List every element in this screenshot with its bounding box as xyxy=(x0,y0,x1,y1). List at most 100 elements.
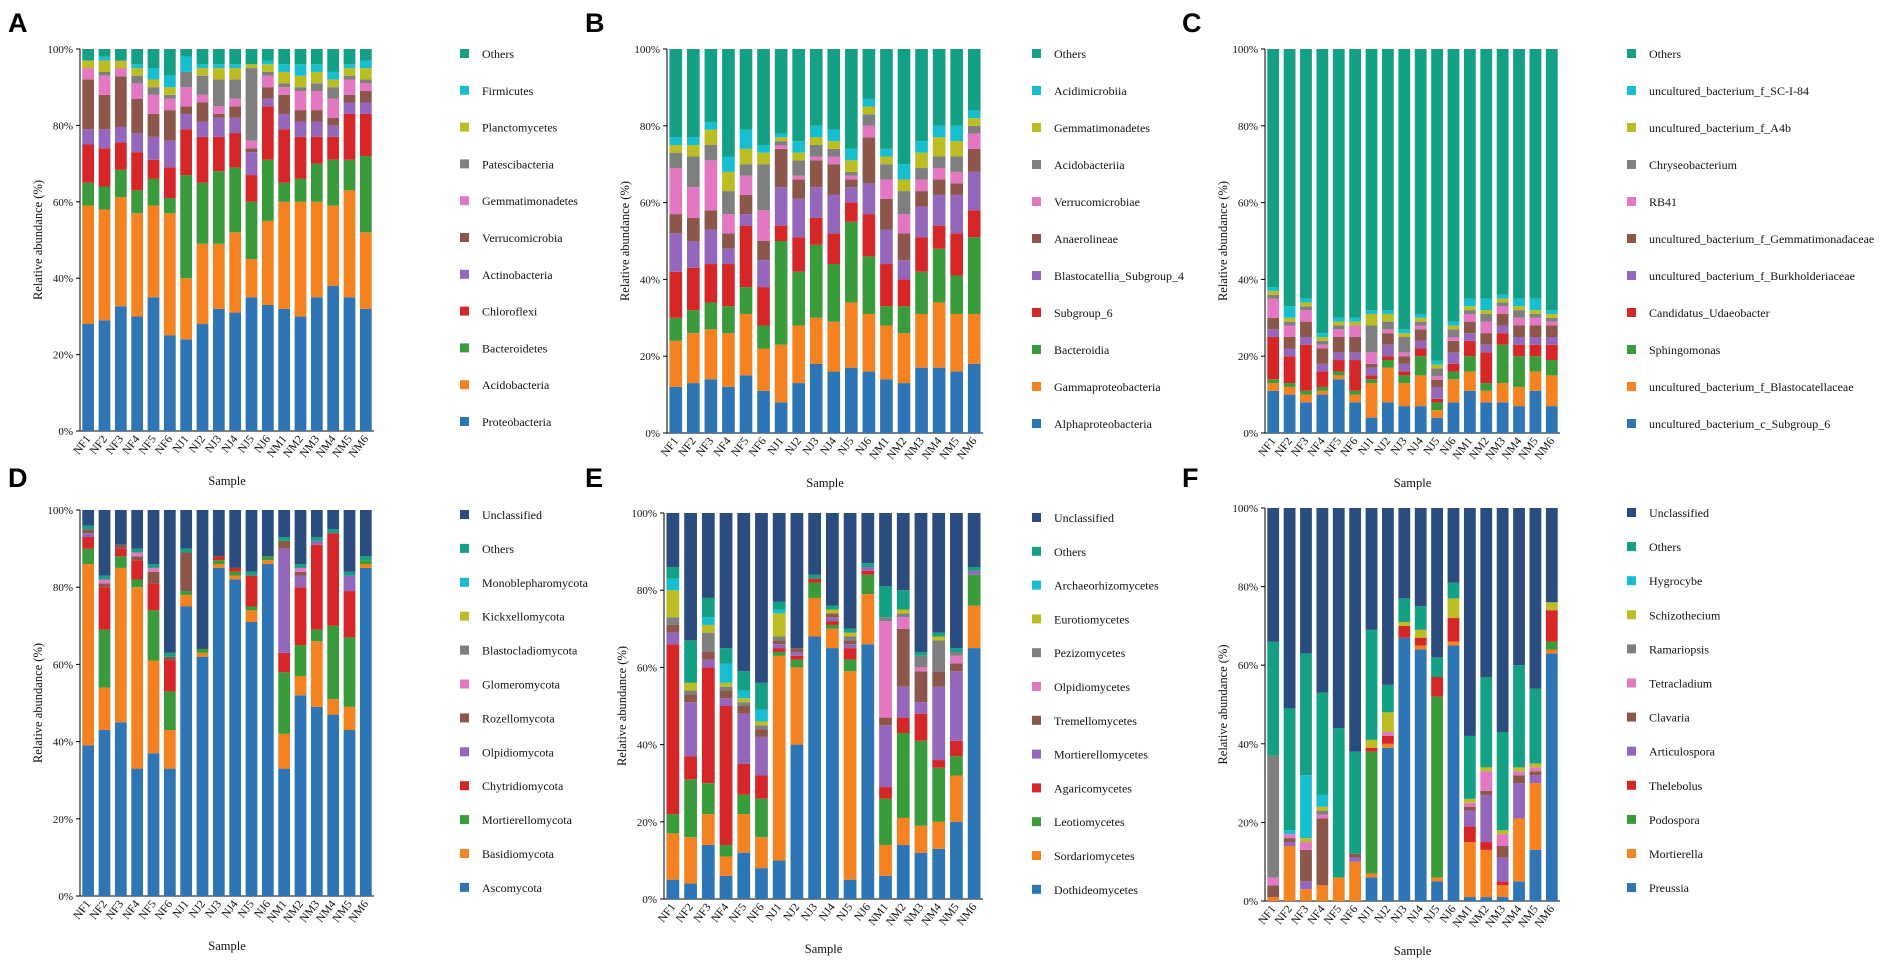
bar-segment xyxy=(1529,390,1542,433)
y-tick-label: 80% xyxy=(640,121,660,133)
bar-segment xyxy=(98,587,111,630)
bar-segment xyxy=(861,563,875,568)
bar-segment xyxy=(131,49,144,65)
bar-segment xyxy=(1300,881,1312,890)
bar-segment xyxy=(1414,317,1427,322)
bar-segment xyxy=(147,205,160,298)
bar-segment xyxy=(1365,629,1378,740)
bar-segment xyxy=(914,651,928,656)
legend-swatch xyxy=(1627,271,1636,280)
bar-segment xyxy=(1447,363,1460,372)
legend-entry: Hygrocybe xyxy=(1649,574,1702,588)
bar-segment xyxy=(163,140,176,168)
y-tick-label: 0% xyxy=(58,426,73,438)
bar-segment xyxy=(1316,337,1329,341)
bar-segment xyxy=(967,148,981,172)
bar-segment xyxy=(1431,402,1443,411)
bar-segment xyxy=(278,182,291,202)
bar-segment xyxy=(131,556,144,561)
bar-segment xyxy=(880,198,893,230)
y-axis-title: Relative abundance (%) xyxy=(1216,644,1230,764)
bar-segment xyxy=(825,513,839,606)
bar-segment xyxy=(737,763,751,795)
bar-segment xyxy=(719,682,733,687)
bar-segment xyxy=(1316,49,1329,334)
bar-segment xyxy=(1431,508,1443,658)
bar-segment xyxy=(790,655,804,660)
bar-segment xyxy=(114,126,127,143)
bar-segment xyxy=(1431,387,1443,399)
bar-segment xyxy=(82,129,95,145)
bar-segment xyxy=(147,136,160,160)
legend-entry: Rozellomycota xyxy=(482,711,555,725)
bar-segment xyxy=(1414,406,1427,433)
bar-segment xyxy=(739,375,753,433)
bar-segment xyxy=(950,313,963,372)
bar-segment xyxy=(163,691,176,731)
bar-segment xyxy=(950,655,963,664)
bar-segment xyxy=(1382,747,1394,901)
bar-segment xyxy=(1545,317,1558,322)
bar-segment xyxy=(180,71,193,88)
bar-segment xyxy=(704,160,718,211)
bar-segment xyxy=(879,617,892,622)
bar-segment xyxy=(843,513,857,629)
bar-segment xyxy=(1529,310,1542,314)
legend-swatch xyxy=(1032,817,1041,827)
bar-segment xyxy=(261,60,274,65)
bar-segment xyxy=(1480,508,1493,677)
bar-segment xyxy=(704,302,718,330)
bar-segment xyxy=(1431,49,1443,361)
bar-segment xyxy=(896,628,910,687)
bar-segment xyxy=(278,113,291,130)
bar-segment xyxy=(757,210,770,241)
bar-segment xyxy=(131,510,144,549)
bar-segment xyxy=(1447,329,1460,337)
bar-segment xyxy=(1480,771,1493,791)
bar-segment xyxy=(1316,348,1329,364)
bar-segment xyxy=(897,279,911,307)
bar-segment xyxy=(180,552,193,592)
bar-segment xyxy=(1545,49,1558,311)
bar-segment xyxy=(114,556,127,568)
bar-segment xyxy=(1349,402,1362,433)
legend-swatch xyxy=(1627,678,1636,688)
x-tick-label: NJ1 xyxy=(766,435,787,457)
bar-segment xyxy=(131,579,144,588)
bar-segment xyxy=(669,317,683,341)
bar-segment xyxy=(278,510,291,538)
bar-segment xyxy=(1463,508,1476,736)
bar-segment xyxy=(147,567,160,572)
bar-segment xyxy=(163,87,176,95)
bar-segment xyxy=(790,659,804,668)
bar-segment xyxy=(1283,337,1296,349)
bar-segment xyxy=(1316,386,1329,391)
bar-segment xyxy=(755,775,768,799)
chart-panel-e: E 0% 20% 40% 60% 80% 100% Relative abundance (%… xyxy=(585,463,1159,956)
bar-segment xyxy=(1431,360,1443,365)
x-tick-label: NJ4 xyxy=(220,898,241,920)
legend-entry: Thelebolus xyxy=(1649,779,1703,793)
bar-segment xyxy=(809,217,823,245)
x-axis-title: Sample xyxy=(806,476,844,490)
y-tick-label: 20% xyxy=(637,817,657,829)
legend-entry: uncultured_bacterium_f_A4b xyxy=(1649,121,1791,135)
bar-segment xyxy=(879,875,892,899)
panel-label: E xyxy=(585,463,603,493)
bar-segment xyxy=(896,844,910,899)
bar-segment xyxy=(879,725,892,788)
bar-segment xyxy=(932,640,946,672)
bar-segment xyxy=(1463,806,1476,811)
y-tick-label: 20% xyxy=(53,350,73,362)
bar-segment xyxy=(1431,375,1443,380)
legend-swatch xyxy=(1627,542,1636,552)
bar-segment xyxy=(245,68,258,141)
bar-segment xyxy=(310,49,323,65)
x-tick-label: NM6 xyxy=(347,898,372,925)
bar-segment xyxy=(719,706,733,845)
bar-segment xyxy=(809,156,823,161)
bar-segment xyxy=(327,529,340,534)
bar-segment xyxy=(687,187,700,218)
bar-segment xyxy=(1349,321,1362,326)
bar-segment xyxy=(180,548,193,553)
